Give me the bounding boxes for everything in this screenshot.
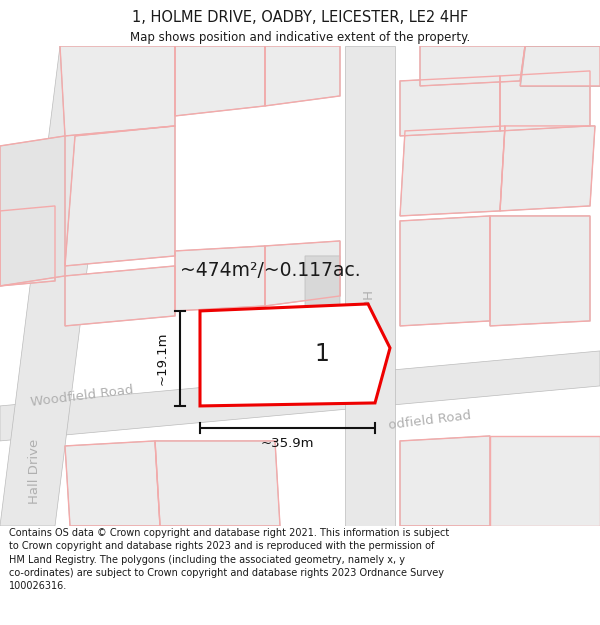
Polygon shape <box>400 216 490 326</box>
Text: Hall Drive: Hall Drive <box>29 438 41 504</box>
Polygon shape <box>500 71 590 131</box>
Polygon shape <box>175 46 265 116</box>
Polygon shape <box>65 126 175 266</box>
Text: odfield Road: odfield Road <box>388 409 472 432</box>
Polygon shape <box>400 76 500 136</box>
Polygon shape <box>490 436 600 526</box>
Text: 1: 1 <box>314 342 329 366</box>
Polygon shape <box>490 216 590 326</box>
Polygon shape <box>420 46 525 86</box>
Polygon shape <box>0 206 55 286</box>
Polygon shape <box>0 136 65 286</box>
Text: Holme Drive: Holme Drive <box>359 289 371 372</box>
Polygon shape <box>65 441 160 526</box>
Text: Woodfield Road: Woodfield Road <box>30 383 134 409</box>
Polygon shape <box>400 126 505 216</box>
Polygon shape <box>345 46 395 526</box>
Text: Map shows position and indicative extent of the property.: Map shows position and indicative extent… <box>130 31 470 44</box>
Text: Contains OS data © Crown copyright and database right 2021. This information is : Contains OS data © Crown copyright and d… <box>9 528 449 591</box>
Text: ~474m²/~0.117ac.: ~474m²/~0.117ac. <box>179 261 361 281</box>
Text: 1, HOLME DRIVE, OADBY, LEICESTER, LE2 4HF: 1, HOLME DRIVE, OADBY, LEICESTER, LE2 4H… <box>132 9 468 24</box>
Polygon shape <box>65 266 175 326</box>
Polygon shape <box>0 46 115 526</box>
Polygon shape <box>0 351 600 441</box>
Polygon shape <box>520 46 600 86</box>
Polygon shape <box>265 46 340 106</box>
Polygon shape <box>265 241 340 306</box>
Polygon shape <box>200 304 390 406</box>
Polygon shape <box>305 256 340 366</box>
Polygon shape <box>500 126 595 211</box>
Text: ~35.9m: ~35.9m <box>261 438 314 451</box>
Polygon shape <box>155 441 280 526</box>
Text: ~19.1m: ~19.1m <box>155 332 169 385</box>
Polygon shape <box>60 46 175 136</box>
Polygon shape <box>175 246 265 311</box>
Polygon shape <box>400 436 490 526</box>
